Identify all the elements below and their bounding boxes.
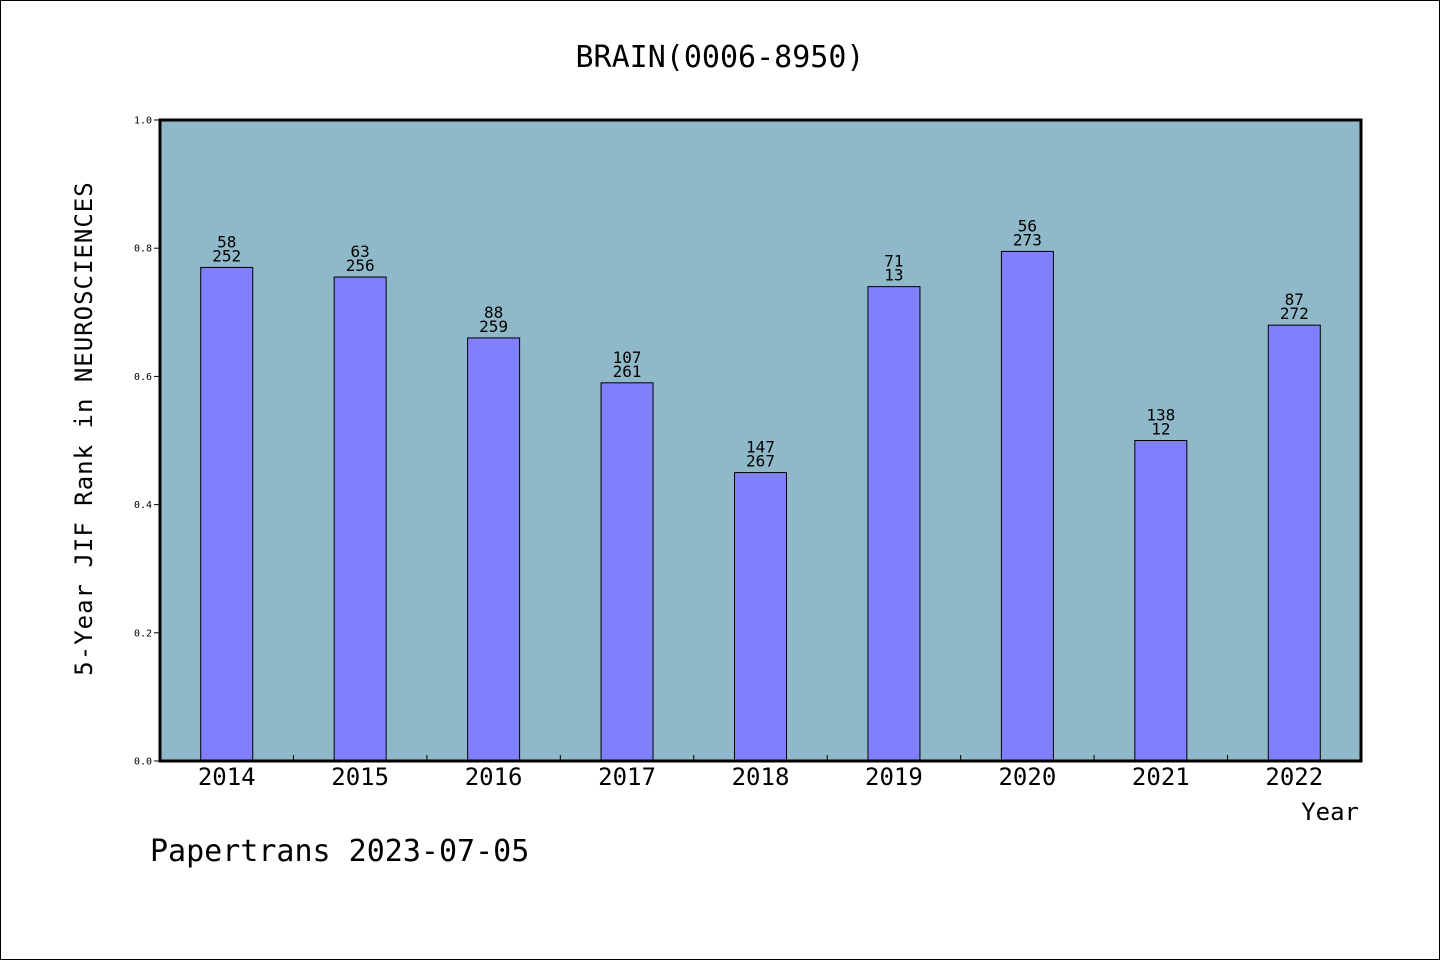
- bar: [1000, 250, 1054, 762]
- plot-border: [158, 118, 1363, 763]
- bar: [1267, 324, 1321, 762]
- bar-label-top: 56: [1018, 216, 1037, 235]
- x-tick-label: 2019: [865, 763, 923, 791]
- y-tick-label: 1.0: [134, 116, 152, 127]
- bar: [600, 382, 654, 762]
- y-tick-label: 0.0: [134, 757, 152, 768]
- x-tick-label: 2017: [598, 763, 656, 791]
- x-tick-label: 2014: [198, 763, 256, 791]
- bar-label-bottom: 13: [884, 266, 903, 285]
- y-tick-label: 0.2: [134, 628, 152, 639]
- bar-label-bottom: 252: [212, 246, 241, 265]
- y-axis-label: 5-Year JIF Rank in NEUROSCIENCES: [70, 181, 98, 675]
- bar: [467, 337, 521, 762]
- bar-label-top: 87: [1285, 290, 1304, 309]
- bar-label-bottom: 12: [1151, 420, 1170, 439]
- bar-label-top: 58: [217, 232, 236, 251]
- footer-credit: Papertrans 2023-07-05: [150, 834, 530, 869]
- chart-title: BRAIN(0006-8950): [576, 40, 865, 75]
- bar-label-bottom: 267: [746, 452, 775, 471]
- bar: [1134, 440, 1188, 762]
- bar-label-top: 107: [613, 348, 642, 367]
- y-axis: 0.0 0.2 0.4 0.6 0.8 1.0: [134, 116, 160, 768]
- bar: [333, 276, 387, 762]
- bar-label-top: 138: [1146, 406, 1175, 425]
- bar-label-top: 88: [484, 303, 503, 322]
- x-axis-label: Year: [1301, 798, 1359, 826]
- y-tick-label: 0.8: [134, 244, 152, 255]
- bars-group: [200, 250, 1321, 762]
- x-tick-label: 2018: [732, 763, 790, 791]
- bar-label-top: 71: [884, 252, 903, 271]
- x-tick-label: 2021: [1132, 763, 1190, 791]
- bar-label-bottom: 256: [346, 256, 375, 275]
- y-tick-label: 0.6: [134, 372, 152, 383]
- x-axis: 2014 2015 2016 2017 2018 2019 2020 2021 2022: [198, 755, 1323, 791]
- bar-label-bottom: 259: [479, 317, 508, 336]
- x-tick-label: 2022: [1265, 763, 1323, 791]
- bar: [734, 472, 787, 762]
- bar: [200, 266, 254, 762]
- x-tick-label: 2016: [465, 763, 523, 791]
- bar-label-top: 63: [351, 242, 370, 261]
- bar-label-bottom: 261: [613, 362, 642, 381]
- bar-label-bottom: 273: [1013, 230, 1042, 249]
- bar: [867, 286, 921, 762]
- bar-label-bottom: 272: [1280, 304, 1309, 323]
- x-tick-label: 2020: [998, 763, 1056, 791]
- x-tick-label: 2015: [331, 763, 389, 791]
- y-tick-label: 0.4: [134, 500, 152, 511]
- bar-label-top: 147: [746, 438, 775, 457]
